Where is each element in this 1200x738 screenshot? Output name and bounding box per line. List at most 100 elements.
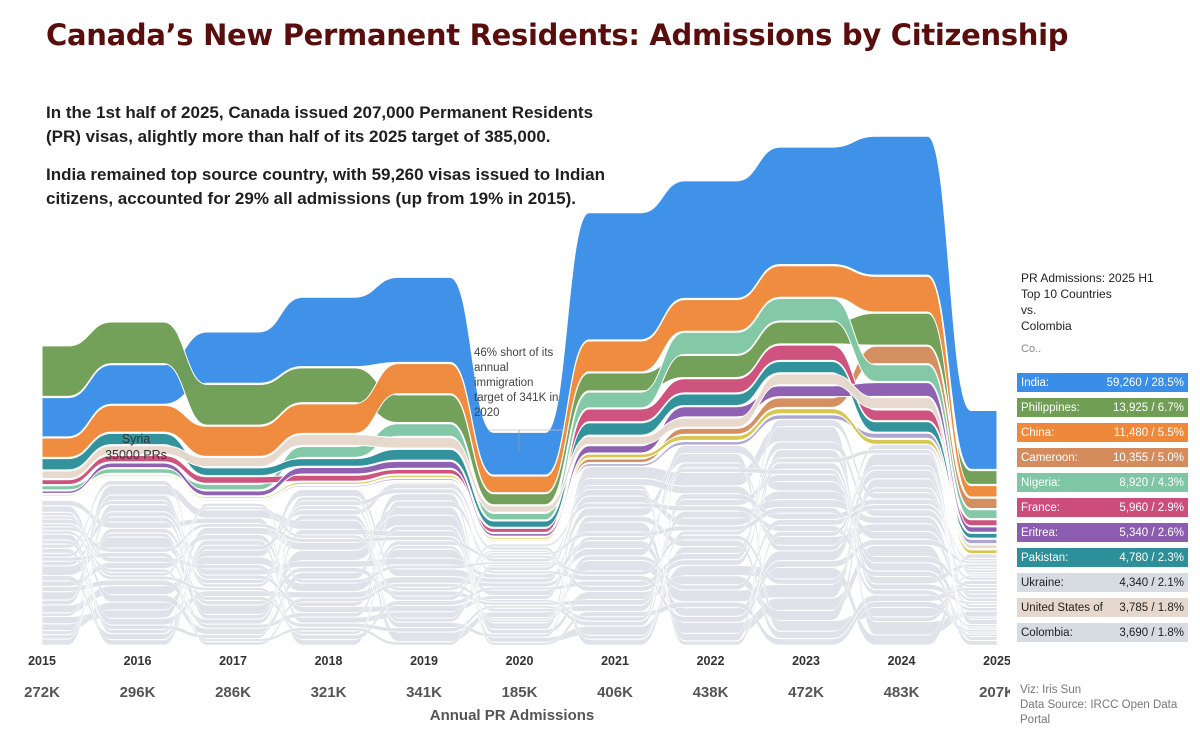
year-total-label: 438K (693, 684, 729, 701)
stream-cameroon[interactable] (41, 345, 998, 543)
annotation-2020: immigration (474, 377, 533, 389)
stream-chart: 2015 272K 2016 296K 2017 286K 2018 321K 2019 341K… (24, 135, 1010, 724)
legend-item-value: 11,480 / 5.5% (1113, 426, 1184, 439)
stream-other (41, 496, 998, 639)
stream-ukraine[interactable] (41, 414, 998, 545)
stream-france[interactable] (41, 344, 998, 533)
legend-item[interactable]: India: 59,260 / 28.5% (1017, 373, 1188, 392)
stream-china[interactable] (41, 265, 998, 498)
legend-item-value: 4,340 / 2.1% (1119, 576, 1184, 589)
x-axis-label: Annual PR Admissions (430, 707, 594, 724)
credit-source-cont: Portal (1020, 714, 1051, 726)
year-tick-label: 2016 (124, 654, 152, 668)
legend-item-value: 3,690 / 1.8% (1119, 626, 1184, 639)
legend-item-value: 59,260 / 28.5% (1106, 376, 1184, 389)
year-tick-label: 2019 (410, 654, 438, 668)
stream-other (41, 474, 998, 606)
year-total-label: 296K (120, 684, 156, 701)
stream-united-states-of[interactable] (41, 373, 998, 550)
legend-item[interactable]: France: 5,960 / 2.9% (1017, 498, 1188, 517)
legend-item[interactable]: Nigeria: 8,920 / 4.3% (1017, 473, 1188, 492)
stream-other (41, 493, 998, 635)
year-total-label: 185K (502, 684, 538, 701)
country-streams (41, 135, 998, 555)
year-tick-label: 2024 (888, 654, 916, 668)
legend-item-label: Nigeria: (1021, 476, 1061, 489)
stream-colombia[interactable] (41, 408, 998, 555)
legend-item-label: United States of (1021, 601, 1103, 614)
legend-item-value: 3,785 / 1.8% (1119, 601, 1184, 614)
year-total-label: 341K (406, 684, 442, 701)
legend-item-value: 5,340 / 2.6% (1119, 526, 1184, 539)
legend-item-label: Ukraine: (1021, 576, 1064, 589)
legend-item[interactable]: Philippines: 13,925 / 6.7% (1017, 398, 1188, 417)
annotation-2020: target of 341K in (474, 392, 558, 404)
year-total-label: 483K (884, 684, 920, 701)
legend-title-line: vs. (1021, 303, 1037, 317)
credit-source: Data Source: IRCC Open Data (1020, 699, 1178, 711)
intro-paragraph-1: In the 1st half of 2025, Canada issued 2… (46, 103, 594, 146)
legend-item-value: 8,920 / 4.3% (1119, 476, 1184, 489)
stream-other (41, 444, 998, 646)
year-tick-label: 2025 (983, 654, 1010, 668)
legend-item-label: France: (1021, 501, 1060, 514)
legend-item-value: 13,925 / 6.7% (1113, 401, 1184, 414)
legend-item[interactable]: United States of 3,785 / 1.8% (1017, 598, 1188, 617)
stream-pakistan[interactable] (41, 361, 998, 539)
legend-item[interactable]: Pakistan: 4,780 / 2.3% (1017, 548, 1188, 567)
stream-other (41, 499, 998, 625)
year-total-label: 406K (597, 684, 633, 701)
annotation-syria: 35000 PRs (105, 448, 167, 462)
stream-other (41, 470, 998, 646)
year-total-label: 286K (215, 684, 251, 701)
legend-item-value: 5,960 / 2.9% (1119, 501, 1184, 514)
annotation-syria: Syria (122, 432, 151, 446)
legend-title-line: Top 10 Countries (1021, 287, 1112, 301)
legend-title: PR Admissions: 2025 H1 Top 10 Countries … (1021, 270, 1191, 334)
legend-item-label: Eritrea: (1021, 526, 1059, 539)
year-total-label: 472K (788, 684, 824, 701)
year-tick-label: 2022 (697, 654, 725, 668)
legend-item-value: 4,780 / 2.3% (1119, 551, 1184, 564)
year-tick-label: 2023 (792, 654, 820, 668)
legend-item-label: China: (1021, 426, 1055, 439)
legend-item[interactable]: Ukraine: 4,340 / 2.1% (1017, 573, 1188, 592)
stream-nigeria[interactable] (41, 298, 998, 521)
year-tick-label: 2018 (315, 654, 343, 668)
legend-item-label: Pakistan: (1021, 551, 1069, 564)
stream-other (41, 495, 998, 639)
legend-item-label: Colombia: (1021, 626, 1073, 639)
year-total-label: 207K (979, 684, 1010, 701)
other-countries-streams (41, 419, 998, 646)
year-total-label: 321K (311, 684, 347, 701)
legend-item-label: Cameroon: (1021, 451, 1078, 464)
page-title: Canada’s New Permanent Residents: Admiss… (46, 18, 1069, 52)
annotation-2020: annual (474, 362, 509, 374)
year-total-label: 272K (24, 684, 60, 701)
stream-other (41, 500, 998, 637)
annotation-2020: 46% short of its (474, 347, 554, 359)
credit-author: Viz: Iris Sun (1020, 684, 1082, 696)
stream-other (41, 449, 998, 640)
legend-filter[interactable]: Co.. (1021, 343, 1042, 355)
stream-other (41, 487, 998, 634)
legend-title-line: Colombia (1021, 319, 1072, 333)
year-tick-label: 2021 (601, 654, 629, 668)
year-tick-label: 2017 (219, 654, 247, 668)
stream-other (41, 467, 998, 635)
credit: Viz: Iris Sun Data Source: IRCC Open Dat… (1020, 683, 1190, 728)
stream-eritrea[interactable] (41, 382, 998, 537)
legend-title-line: PR Admissions: 2025 H1 (1021, 271, 1154, 285)
legend-item[interactable]: Cameroon: 10,355 / 5.0% (1017, 448, 1188, 467)
legend-item[interactable]: China: 11,480 / 5.5% (1017, 423, 1188, 442)
legend-item[interactable]: Eritrea: 5,340 / 2.6% (1017, 523, 1188, 542)
legend-item[interactable]: Colombia: 3,690 / 1.8% (1017, 623, 1188, 642)
year-tick-label: 2015 (28, 654, 56, 668)
legend-item-label: Philippines: (1021, 401, 1080, 414)
stream-other (41, 504, 998, 623)
stream-other (41, 465, 998, 646)
legend-item-value: 10,355 / 5.0% (1113, 451, 1184, 464)
legend-item-label: India: (1021, 376, 1050, 389)
year-tick-label: 2020 (506, 654, 534, 668)
annotation-2020: 2020 (474, 407, 500, 419)
